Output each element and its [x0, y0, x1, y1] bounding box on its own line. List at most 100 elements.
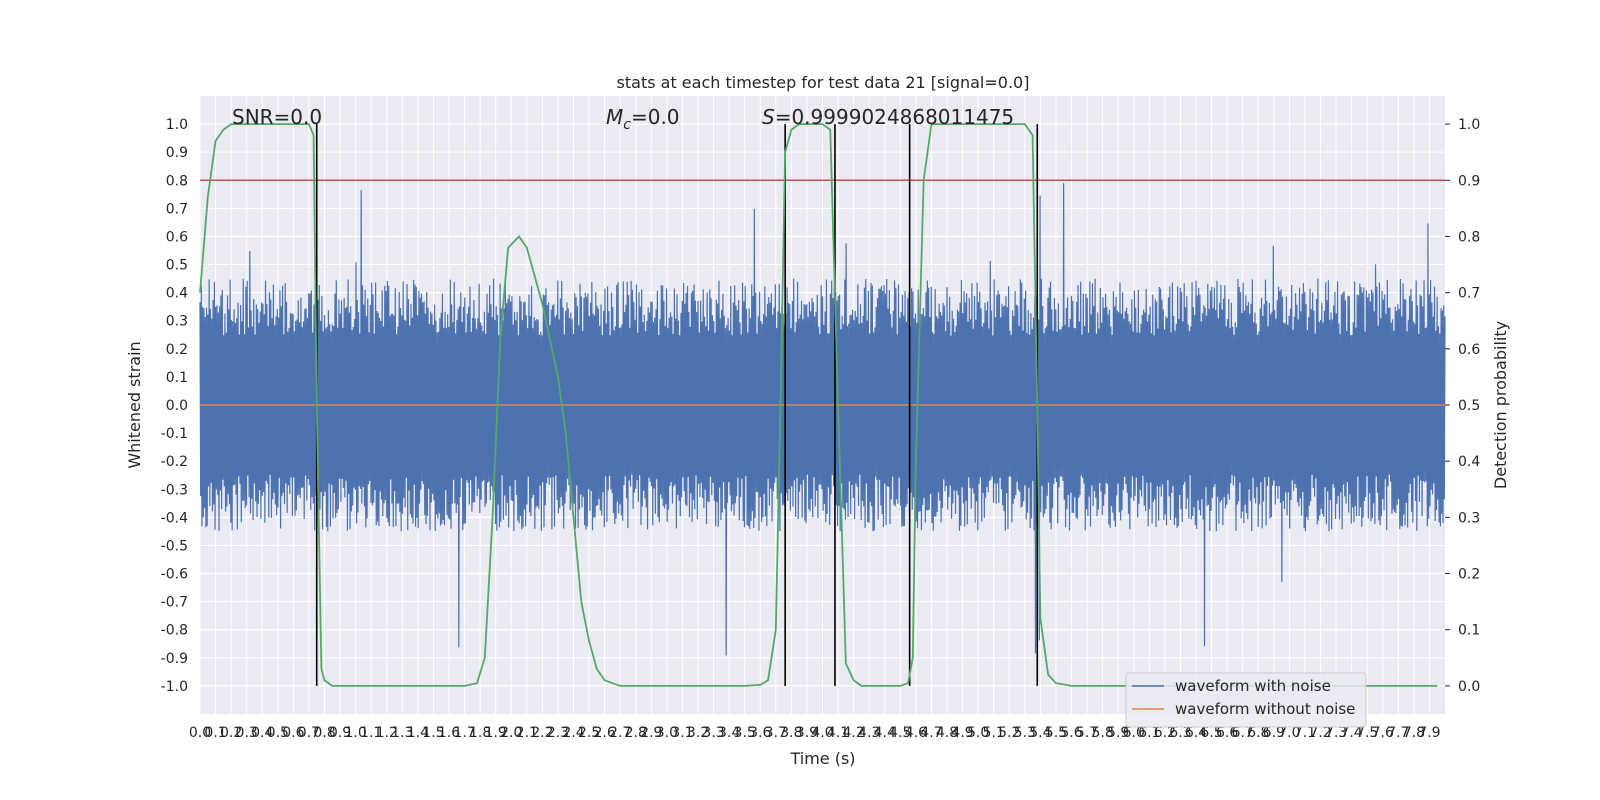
- x-tick-label: 5.0: [967, 725, 989, 741]
- s-annotation: S=0.9999024868011475: [762, 105, 1014, 129]
- x-tick-label: 4.6: [905, 725, 927, 741]
- x-tick-label: 5.9: [1107, 725, 1129, 741]
- x-tick-label: 2.3: [547, 725, 569, 741]
- x-tick-label: 1.6: [438, 725, 460, 741]
- x-tick-label: 7.8: [1403, 725, 1425, 741]
- snr-annotation: SNR=0.0: [232, 105, 322, 129]
- x-tick-label: 2.9: [640, 725, 662, 741]
- x-tick-label: 6.1: [1138, 725, 1160, 741]
- x-tick-label: 1.8: [469, 725, 491, 741]
- x-tick-label: 4.0: [811, 725, 833, 741]
- x-tick-label: 5.2: [998, 725, 1020, 741]
- x-tick-label: 1.1: [360, 725, 382, 741]
- legend: waveform with noise waveform without noi…: [1125, 672, 1367, 728]
- y-tick-label-left: -0.3: [161, 482, 188, 498]
- legend-label-clean: waveform without noise: [1175, 700, 1355, 718]
- x-tick-label: 4.7: [920, 725, 942, 741]
- x-tick-label: 4.9: [951, 725, 973, 741]
- waveform-with-noise-series: [199, 183, 1446, 656]
- x-tick-label: 6.2: [1154, 725, 1176, 741]
- x-tick-label: 1.0: [344, 725, 366, 741]
- y-tick-label-left: 0.9: [166, 145, 188, 161]
- x-tick-label: 5.5: [1045, 725, 1067, 741]
- x-tick-label: 0.9: [329, 725, 351, 741]
- y-tick-label-right: 0.6: [1458, 342, 1480, 358]
- x-tick-label: 7.5: [1356, 725, 1378, 741]
- axes: 0.00.10.20.30.40.50.60.70.80.91.01.11.21…: [161, 117, 1481, 741]
- x-tick-label: 0.1: [204, 725, 226, 741]
- y-tick-label-left: 0.0: [166, 398, 188, 414]
- x-tick-label: 7.0: [1278, 725, 1300, 741]
- x-tick-label: 4.1: [827, 725, 849, 741]
- y-tick-label-left: 0.1: [166, 370, 188, 386]
- x-tick-label: 1.9: [485, 725, 507, 741]
- x-tick-label: 4.2: [842, 725, 864, 741]
- noise-trace: [199, 183, 1446, 656]
- x-tick-label: 6.7: [1232, 725, 1254, 741]
- x-tick-label: 4.4: [874, 725, 896, 741]
- x-tick-label: 7.3: [1325, 725, 1347, 741]
- x-tick-label: 6.4: [1185, 725, 1207, 741]
- chart-title: stats at each timestep for test data 21 …: [617, 73, 1030, 92]
- x-tick-label: 6.6: [1216, 725, 1238, 741]
- y-axis-label-left: Whitened strain: [125, 341, 144, 468]
- x-tick-label: 2.0: [500, 725, 522, 741]
- x-tick-label: 0.5: [267, 725, 289, 741]
- x-tick-label: 7.1: [1294, 725, 1316, 741]
- y-axis-label-right: Detection probability: [1491, 321, 1510, 489]
- x-tick-label: 7.9: [1418, 725, 1440, 741]
- y-tick-label-right: 0.1: [1458, 623, 1480, 639]
- x-tick-label: 4.8: [936, 725, 958, 741]
- x-tick-label: 5.6: [1060, 725, 1082, 741]
- x-tick-label: 0.7: [298, 725, 320, 741]
- y-tick-label-left: -0.1: [161, 426, 188, 442]
- x-tick-label: 2.1: [516, 725, 538, 741]
- x-tick-label: 0.6: [282, 725, 304, 741]
- x-tick-label: 7.2: [1309, 725, 1331, 741]
- x-tick-label: 4.3: [858, 725, 880, 741]
- y-tick-label-right: 0.3: [1458, 510, 1480, 526]
- y-tick-label-left: -1.0: [161, 679, 188, 695]
- x-tick-label: 3.6: [749, 725, 771, 741]
- x-tick-label: 3.4: [718, 725, 740, 741]
- y-tick-label-left: 1.0: [166, 117, 188, 133]
- x-tick-label: 0.0: [189, 725, 211, 741]
- y-tick-label-left: -0.7: [161, 595, 188, 611]
- overlay-series: [199, 123, 1445, 687]
- x-tick-label: 3.1: [671, 725, 693, 741]
- x-tick-label: 3.5: [734, 725, 756, 741]
- y-tick-label-right: 0.7: [1458, 286, 1480, 302]
- x-tick-label: 5.8: [1091, 725, 1113, 741]
- y-tick-label-left: 0.6: [166, 229, 188, 245]
- y-tick-label-left: 0.8: [166, 173, 188, 189]
- y-tick-label-left: -0.4: [161, 510, 188, 526]
- y-tick-label-left: 0.7: [166, 201, 188, 217]
- x-tick-label: 0.2: [220, 725, 242, 741]
- x-tick-label: 0.4: [251, 725, 273, 741]
- x-tick-label: 3.0: [656, 725, 678, 741]
- legend-box: [1125, 672, 1367, 728]
- y-tick-label-right: 0.9: [1458, 173, 1480, 189]
- y-tick-label-left: 0.5: [166, 258, 188, 274]
- x-tick-label: 6.5: [1200, 725, 1222, 741]
- y-tick-label-right: 0.8: [1458, 229, 1480, 245]
- x-tick-label: 3.3: [702, 725, 724, 741]
- y-tick-label-right: 0.5: [1458, 398, 1480, 414]
- y-tick-label-left: -0.9: [161, 651, 188, 667]
- chirp-mass-annotation: Mc=0.0: [606, 105, 680, 133]
- x-tick-label: 1.4: [407, 725, 429, 741]
- y-tick-label-left: 0.3: [166, 314, 188, 330]
- y-tick-label-left: -0.8: [161, 623, 188, 639]
- x-tick-label: 2.7: [609, 725, 631, 741]
- x-tick-label: 4.5: [889, 725, 911, 741]
- y-tick-label-left: -0.5: [161, 538, 188, 554]
- detection-probability-line: [199, 123, 1438, 687]
- x-tick-label: 1.2: [376, 725, 398, 741]
- x-tick-label: 6.3: [1169, 725, 1191, 741]
- y-tick-label-right: 0.2: [1458, 567, 1480, 583]
- y-tick-label-left: 0.4: [166, 286, 188, 302]
- x-tick-label: 1.5: [422, 725, 444, 741]
- x-tick-label: 6.0: [1123, 725, 1145, 741]
- x-tick-label: 6.9: [1263, 725, 1285, 741]
